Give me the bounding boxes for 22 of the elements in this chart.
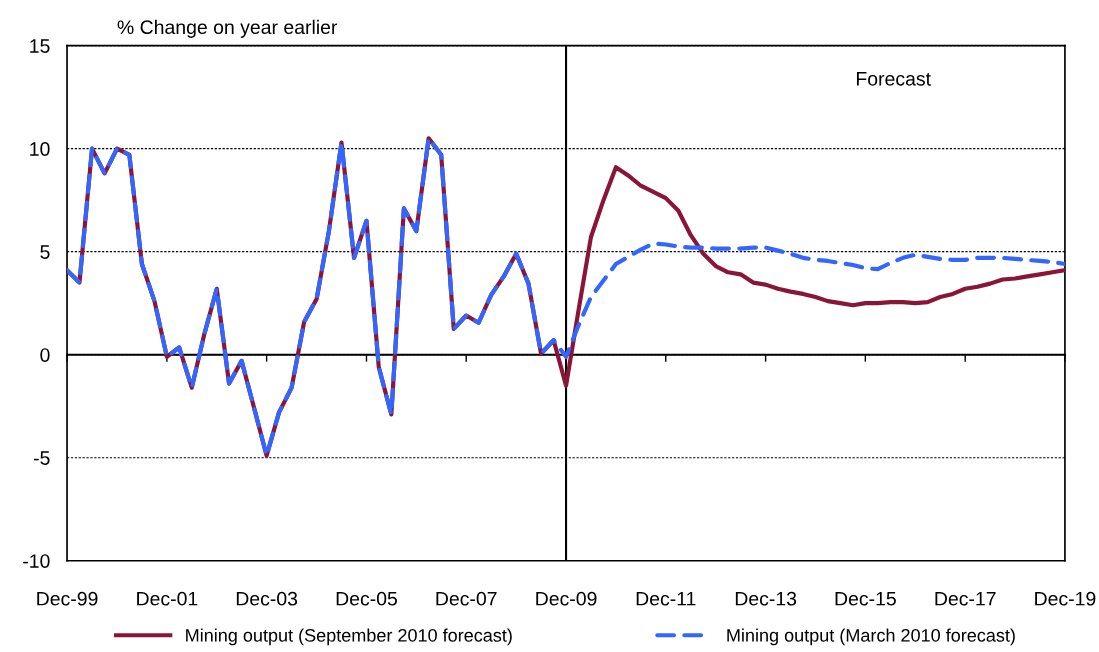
annotation: Forecast xyxy=(856,72,931,86)
y-tick-label: 0 xyxy=(40,348,50,362)
y-tick-label: 5 xyxy=(40,245,50,259)
x-tick-label: Dec-15 xyxy=(835,591,896,606)
x-tick-label: Dec-05 xyxy=(336,591,397,606)
y-tick-label: 10 xyxy=(30,142,50,156)
y-tick-label: -5 xyxy=(33,451,50,465)
x-tick-label: Dec-99 xyxy=(37,591,98,606)
y-axis-title: % Change on year earlier xyxy=(117,19,338,38)
x-tick-label: Dec-03 xyxy=(236,591,298,606)
y-tick-label: -10 xyxy=(23,554,50,568)
x-tick-label: Dec-01 xyxy=(137,591,198,606)
x-tick-label: Dec-11 xyxy=(636,591,696,606)
legend-label: Mining output (March 2010 forecast) xyxy=(727,628,1015,646)
x-tick-label: Dec-07 xyxy=(436,591,497,606)
x-tick-label: Dec-19 xyxy=(1035,591,1096,606)
x-tick-label: Dec-17 xyxy=(935,591,996,606)
x-tick-label: Dec-09 xyxy=(536,591,597,606)
legend-label: Mining output (September 2010 forecast) xyxy=(186,628,512,646)
line-series xyxy=(67,136,1065,458)
y-tick-label: 15 xyxy=(30,39,50,53)
x-tick-label: Dec-13 xyxy=(735,591,797,606)
